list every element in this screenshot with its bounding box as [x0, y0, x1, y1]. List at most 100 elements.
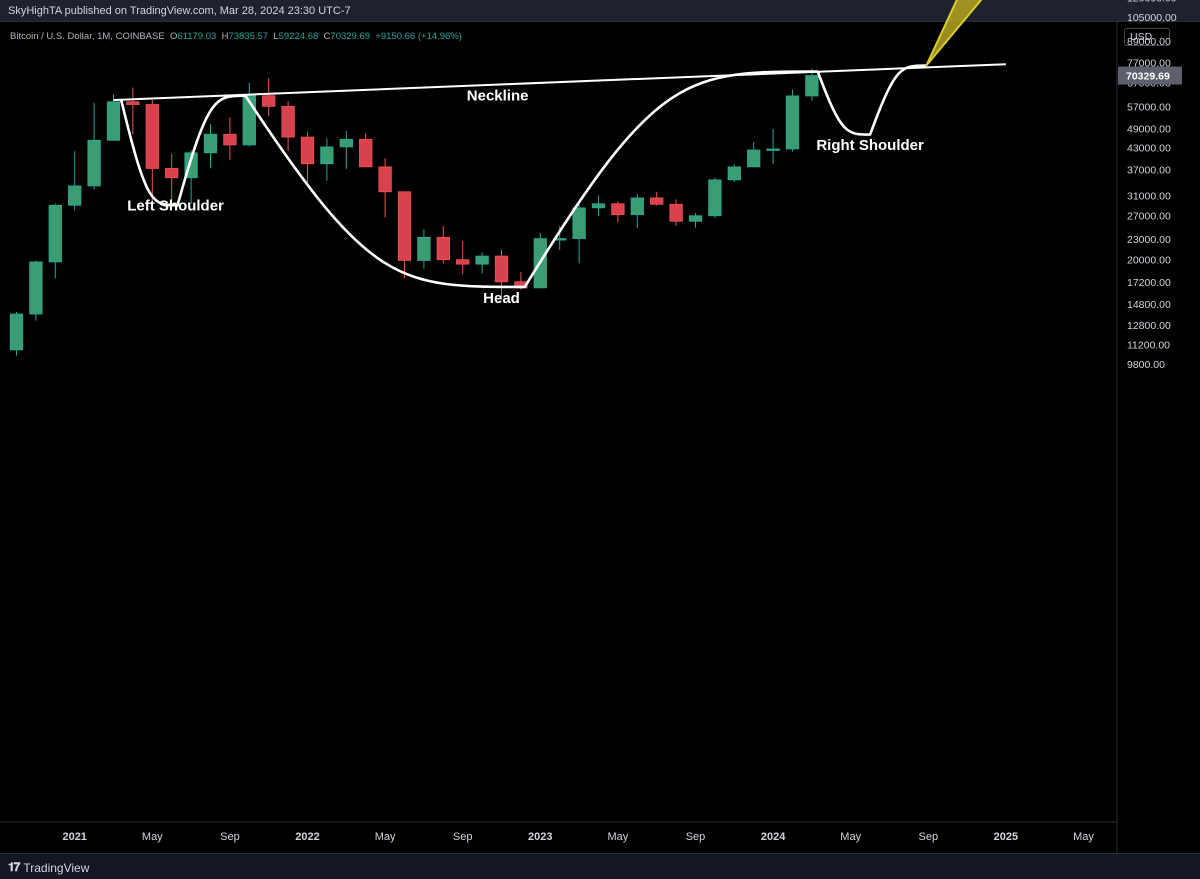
price-tick-label: 27000.00: [1127, 211, 1171, 223]
candle-body: [145, 104, 159, 169]
candle-body: [87, 139, 101, 187]
candle-body: [126, 101, 140, 105]
candle: [785, 89, 800, 152]
candle: [339, 130, 353, 169]
shoulders-head-curve: [119, 64, 927, 289]
candle: [417, 229, 431, 269]
close-value: 70329.69: [330, 31, 371, 42]
annotation-neckline: Neckline: [467, 88, 529, 105]
candle: [436, 225, 450, 264]
candle: [572, 204, 586, 264]
candle: [106, 94, 121, 141]
time-tick-label: May: [142, 831, 163, 843]
change-value: +9150.66 (+14.96%): [375, 31, 462, 42]
candle: [591, 195, 606, 217]
time-tick-label: May: [375, 831, 396, 843]
candle: [533, 232, 547, 289]
candle: [727, 164, 741, 182]
time-tick-label: May: [840, 831, 861, 843]
time-axis[interactable]: 2021 May Sep 2022 May Sep 2023 May Sep 2024 May Sep…: [62, 831, 1094, 843]
candle-body: [514, 281, 528, 289]
time-tick-label: Sep: [686, 831, 706, 843]
time-tick-label: 2022: [295, 831, 319, 843]
tradingview-logo[interactable]: 𝟏𝟕 TradingView: [8, 860, 89, 875]
candle-body: [242, 95, 256, 146]
neckline: [113, 63, 1006, 102]
candle-body: [456, 259, 470, 265]
candle: [475, 252, 489, 274]
candles: [9, 68, 819, 356]
candle-body: [475, 255, 489, 265]
axis-lines: [0, 22, 1118, 853]
candle-body: [747, 149, 761, 168]
candle: [320, 138, 334, 181]
close-label: C: [323, 31, 331, 42]
candle: [553, 225, 567, 250]
candle-body: [650, 197, 664, 205]
candle: [242, 82, 256, 147]
tradingview-logo-icon: 𝟏𝟕: [8, 860, 20, 874]
candle-body: [29, 261, 43, 315]
candle-body: [262, 95, 276, 107]
price-tick-label: 23000.00: [1127, 234, 1171, 246]
time-tick-label: Sep: [220, 831, 240, 843]
candle: [747, 141, 761, 168]
candle-body: [68, 185, 82, 206]
candle: [9, 311, 24, 356]
candle-body: [553, 238, 567, 241]
price-axis[interactable]: 260000.00220000.00190000.00160000.001400…: [1118, 0, 1182, 371]
candle: [126, 87, 140, 135]
candle-body: [300, 136, 315, 165]
symbol-name[interactable]: Bitcoin / U.S. Dollar, 1M, COINBASE: [10, 31, 165, 42]
low-value: 59224.68: [278, 31, 319, 42]
candle: [165, 153, 179, 207]
candle-body: [766, 148, 780, 151]
price-tick-label: 43000.00: [1127, 143, 1171, 155]
candle-body: [165, 168, 179, 179]
candle-body: [223, 133, 237, 146]
candle: [203, 124, 218, 169]
candle-body: [339, 138, 353, 148]
time-tick-label: Sep: [919, 831, 939, 843]
candle-body: [708, 179, 722, 217]
candle: [300, 131, 315, 186]
price-tick-label: 17200.00: [1127, 277, 1171, 289]
price-tick-label: 77000.00: [1127, 57, 1171, 69]
annotation-head: Head: [483, 290, 520, 307]
candle: [650, 191, 664, 206]
footer-bar: 𝟏𝟕 TradingView: [0, 853, 1200, 879]
high-value: 73835.57: [228, 31, 269, 42]
published-text: SkyHighTA published on TradingView.com, …: [8, 5, 351, 17]
candle: [514, 271, 528, 290]
high-label: H: [221, 31, 229, 42]
candle-body: [533, 238, 547, 289]
price-tick-label: 12800.00: [1127, 320, 1171, 332]
candle-body: [572, 207, 586, 239]
candle: [281, 101, 295, 152]
currency-selector[interactable]: USD: [1124, 28, 1170, 46]
price-tick-label: 20000.00: [1127, 255, 1171, 267]
candle-body: [320, 146, 334, 165]
candle-body: [494, 255, 509, 283]
candle: [397, 191, 412, 279]
price-tick-label: 67000.00: [1127, 78, 1171, 90]
candle: [68, 151, 82, 211]
head-and-shoulders-pattern: [113, 63, 1006, 289]
candle: [87, 103, 101, 190]
candle-body: [630, 197, 644, 216]
candle: [805, 68, 819, 101]
candle-body: [727, 166, 741, 181]
candle-body: [591, 203, 606, 209]
time-tick-label: Sep: [453, 831, 473, 843]
candle-body: [203, 133, 218, 154]
price-tick-label: 57000.00: [1127, 101, 1171, 113]
current-price-tag: [1118, 66, 1182, 85]
candle-body: [417, 236, 431, 261]
candle: [766, 128, 780, 164]
time-tick-label: May: [1073, 831, 1094, 843]
candle-body: [359, 138, 373, 168]
time-tick-label: 2025: [994, 831, 1018, 843]
price-tick-label: 37000.00: [1127, 165, 1171, 177]
candle-body: [9, 313, 24, 351]
